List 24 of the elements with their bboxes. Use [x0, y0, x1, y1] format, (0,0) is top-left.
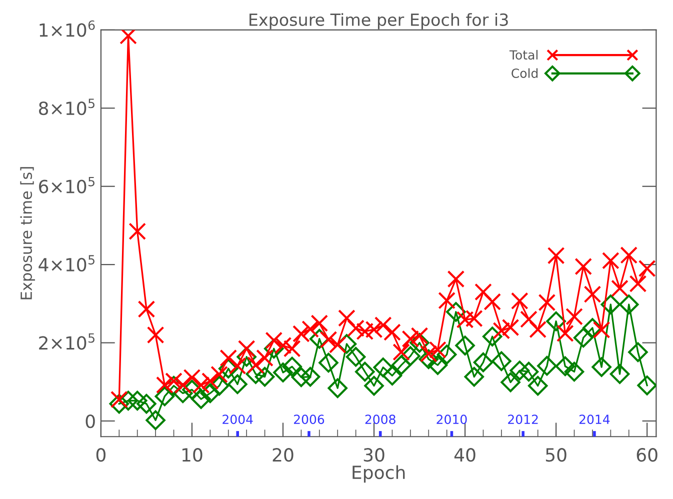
x-tick-label: 40 — [454, 448, 476, 462]
x2-tick-label: 2012 — [508, 414, 538, 424]
x-tick-label: 0 — [96, 448, 106, 462]
y-tick-label: 2×10$^{5}$ — [39, 333, 94, 350]
legend-label: Cold — [512, 68, 538, 78]
y-tick-label: 1×10$^{6}$ — [40, 20, 95, 37]
y-tick-label: 0 — [86, 414, 95, 428]
y-tick-label: 6×10$^{5}$ — [39, 176, 94, 194]
y-tick-label: 8×10$^{5}$ — [38, 98, 94, 116]
x-tick-label: 20 — [272, 448, 294, 462]
x-tick-label: 50 — [546, 448, 566, 462]
x-tick-label: 10 — [182, 448, 202, 462]
x2-tick-label: 2010 — [436, 414, 467, 424]
x2-tick-label: 2014 — [579, 414, 610, 424]
chart-title: Exposure Time per Epoch for i3 — [250, 13, 508, 30]
x2-tick-label: 2008 — [365, 414, 396, 424]
x-tick-label: 30 — [364, 448, 384, 462]
x2-tick-label: 2006 — [294, 414, 324, 424]
legend-label: Total — [509, 50, 538, 60]
x-axis-title: Epoch — [352, 465, 405, 483]
x2-tick-label: 2004 — [222, 414, 253, 424]
x-tick-label: 60 — [636, 448, 658, 462]
y-axis-title: Exposure time [s] — [20, 167, 35, 300]
y-tick-label: 4×10$^{5}$ — [38, 255, 94, 272]
